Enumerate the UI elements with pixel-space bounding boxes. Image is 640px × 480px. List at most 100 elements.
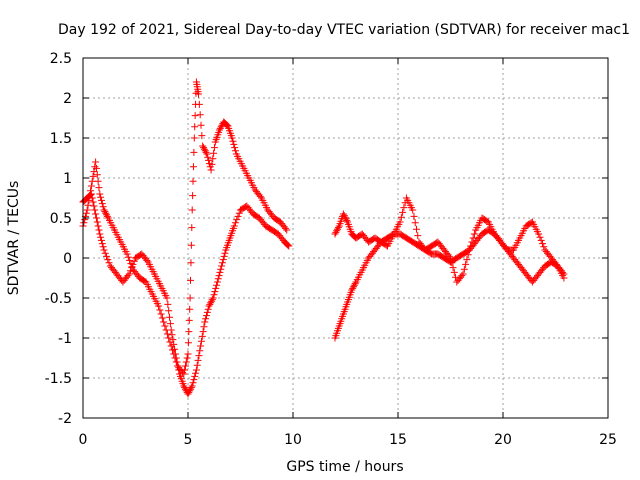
data-point xyxy=(334,224,342,232)
data-point xyxy=(210,291,218,299)
data-point xyxy=(95,184,103,192)
data-point xyxy=(157,310,165,318)
data-point xyxy=(470,230,478,238)
data-point xyxy=(197,342,205,350)
data-point xyxy=(192,369,200,377)
data-point xyxy=(331,230,339,238)
data-point xyxy=(207,166,215,174)
data-point xyxy=(163,294,171,302)
data-point xyxy=(349,284,357,292)
data-point xyxy=(200,323,208,331)
data-point xyxy=(206,300,214,308)
data-point xyxy=(208,296,216,304)
data-point xyxy=(333,227,341,235)
data-point xyxy=(99,243,107,251)
data-point xyxy=(218,262,226,270)
data-point xyxy=(214,275,222,283)
data-point xyxy=(165,307,173,315)
data-point xyxy=(411,219,419,227)
data-point xyxy=(334,225,342,233)
data-point xyxy=(128,263,136,271)
data-point xyxy=(340,212,348,220)
data-point xyxy=(339,210,347,218)
y-tick-label: -1 xyxy=(58,331,72,347)
data-point xyxy=(192,366,200,374)
data-point xyxy=(463,256,471,264)
data-point xyxy=(189,177,197,185)
data-point xyxy=(182,358,190,366)
plot-frame xyxy=(82,57,609,419)
data-point xyxy=(198,132,206,140)
data-point xyxy=(91,206,99,214)
data-point xyxy=(83,206,91,214)
data-point xyxy=(124,253,132,261)
data-point xyxy=(189,379,197,387)
data-point xyxy=(103,212,111,220)
data-point xyxy=(181,366,189,374)
data-point xyxy=(166,338,174,346)
data-point xyxy=(412,225,420,233)
data-point xyxy=(256,192,264,200)
data-point xyxy=(283,240,291,248)
data-point xyxy=(186,305,194,313)
data-point xyxy=(127,260,135,268)
data-point xyxy=(465,246,473,254)
data-point xyxy=(80,219,88,227)
data-point xyxy=(101,249,109,257)
series-mac1-trace-D xyxy=(331,194,568,286)
data-point xyxy=(205,156,213,164)
data-point xyxy=(155,302,163,310)
data-point xyxy=(349,283,357,291)
data-point xyxy=(469,234,477,242)
data-point xyxy=(462,260,470,268)
data-point xyxy=(94,222,102,230)
data-point xyxy=(166,320,174,328)
data-point xyxy=(92,214,100,222)
data-point xyxy=(447,254,454,262)
data-point xyxy=(99,203,107,211)
data-point xyxy=(464,251,472,259)
y-tick-label: 0 xyxy=(63,251,72,267)
data-point xyxy=(87,190,95,198)
data-point xyxy=(197,337,205,345)
data-point xyxy=(185,316,193,324)
data-point xyxy=(183,354,191,362)
data-point xyxy=(94,177,102,185)
data-point xyxy=(93,218,101,226)
data-point xyxy=(190,148,198,156)
data-point xyxy=(230,140,238,148)
data-point xyxy=(467,242,475,250)
data-point xyxy=(332,228,340,236)
data-point xyxy=(202,148,210,156)
data-point xyxy=(103,211,111,219)
data-point xyxy=(215,272,223,280)
data-point xyxy=(202,315,210,323)
data-point xyxy=(213,281,221,289)
data-point xyxy=(184,390,192,398)
data-point xyxy=(193,361,201,369)
series-mac1-trace-B xyxy=(79,78,291,378)
y-tick-label: 1.5 xyxy=(50,131,72,147)
data-point xyxy=(229,137,237,145)
data-point xyxy=(230,222,238,230)
data-point xyxy=(537,236,545,244)
data-point xyxy=(212,284,220,292)
data-point xyxy=(161,322,169,330)
data-point xyxy=(165,334,173,342)
data-point xyxy=(187,276,195,284)
data-point xyxy=(207,299,215,307)
data-point xyxy=(205,302,213,310)
data-point xyxy=(101,208,109,216)
data-point xyxy=(400,204,408,212)
data-point xyxy=(414,232,422,240)
data-point xyxy=(185,388,193,396)
data-point xyxy=(97,196,105,204)
data-point xyxy=(198,332,206,340)
data-point xyxy=(399,208,407,216)
data-point xyxy=(98,200,106,208)
data-point xyxy=(216,268,224,276)
data-point xyxy=(201,147,209,155)
data-point xyxy=(468,238,476,246)
data-point xyxy=(459,270,467,278)
